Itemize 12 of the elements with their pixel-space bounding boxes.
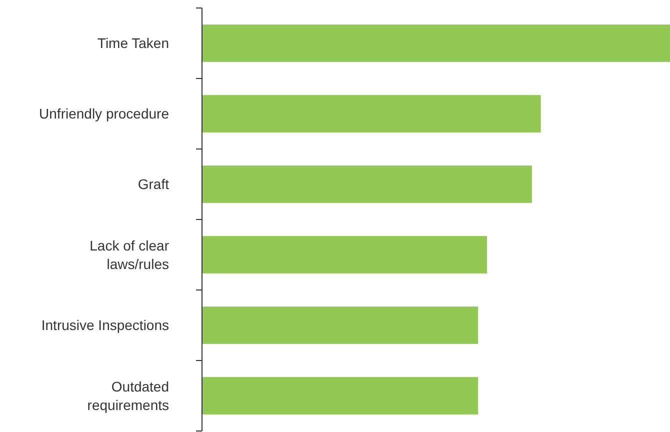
- y-tick-label: Time Taken: [97, 35, 169, 52]
- bar: [202, 24, 670, 62]
- bar: [202, 377, 478, 414]
- bar: [202, 166, 532, 203]
- y-tick-label: Lack of clear laws/rules: [90, 238, 170, 272]
- bar: [202, 306, 478, 344]
- y-tick-label: Intrusive Inspections: [41, 317, 169, 334]
- bar: [202, 236, 488, 274]
- y-tick-label: Graft: [138, 176, 170, 192]
- y-tick-label: Unfriendly procedure: [39, 106, 170, 122]
- y-tick-label: Outdated requirements: [87, 378, 169, 413]
- bar: [202, 95, 541, 132]
